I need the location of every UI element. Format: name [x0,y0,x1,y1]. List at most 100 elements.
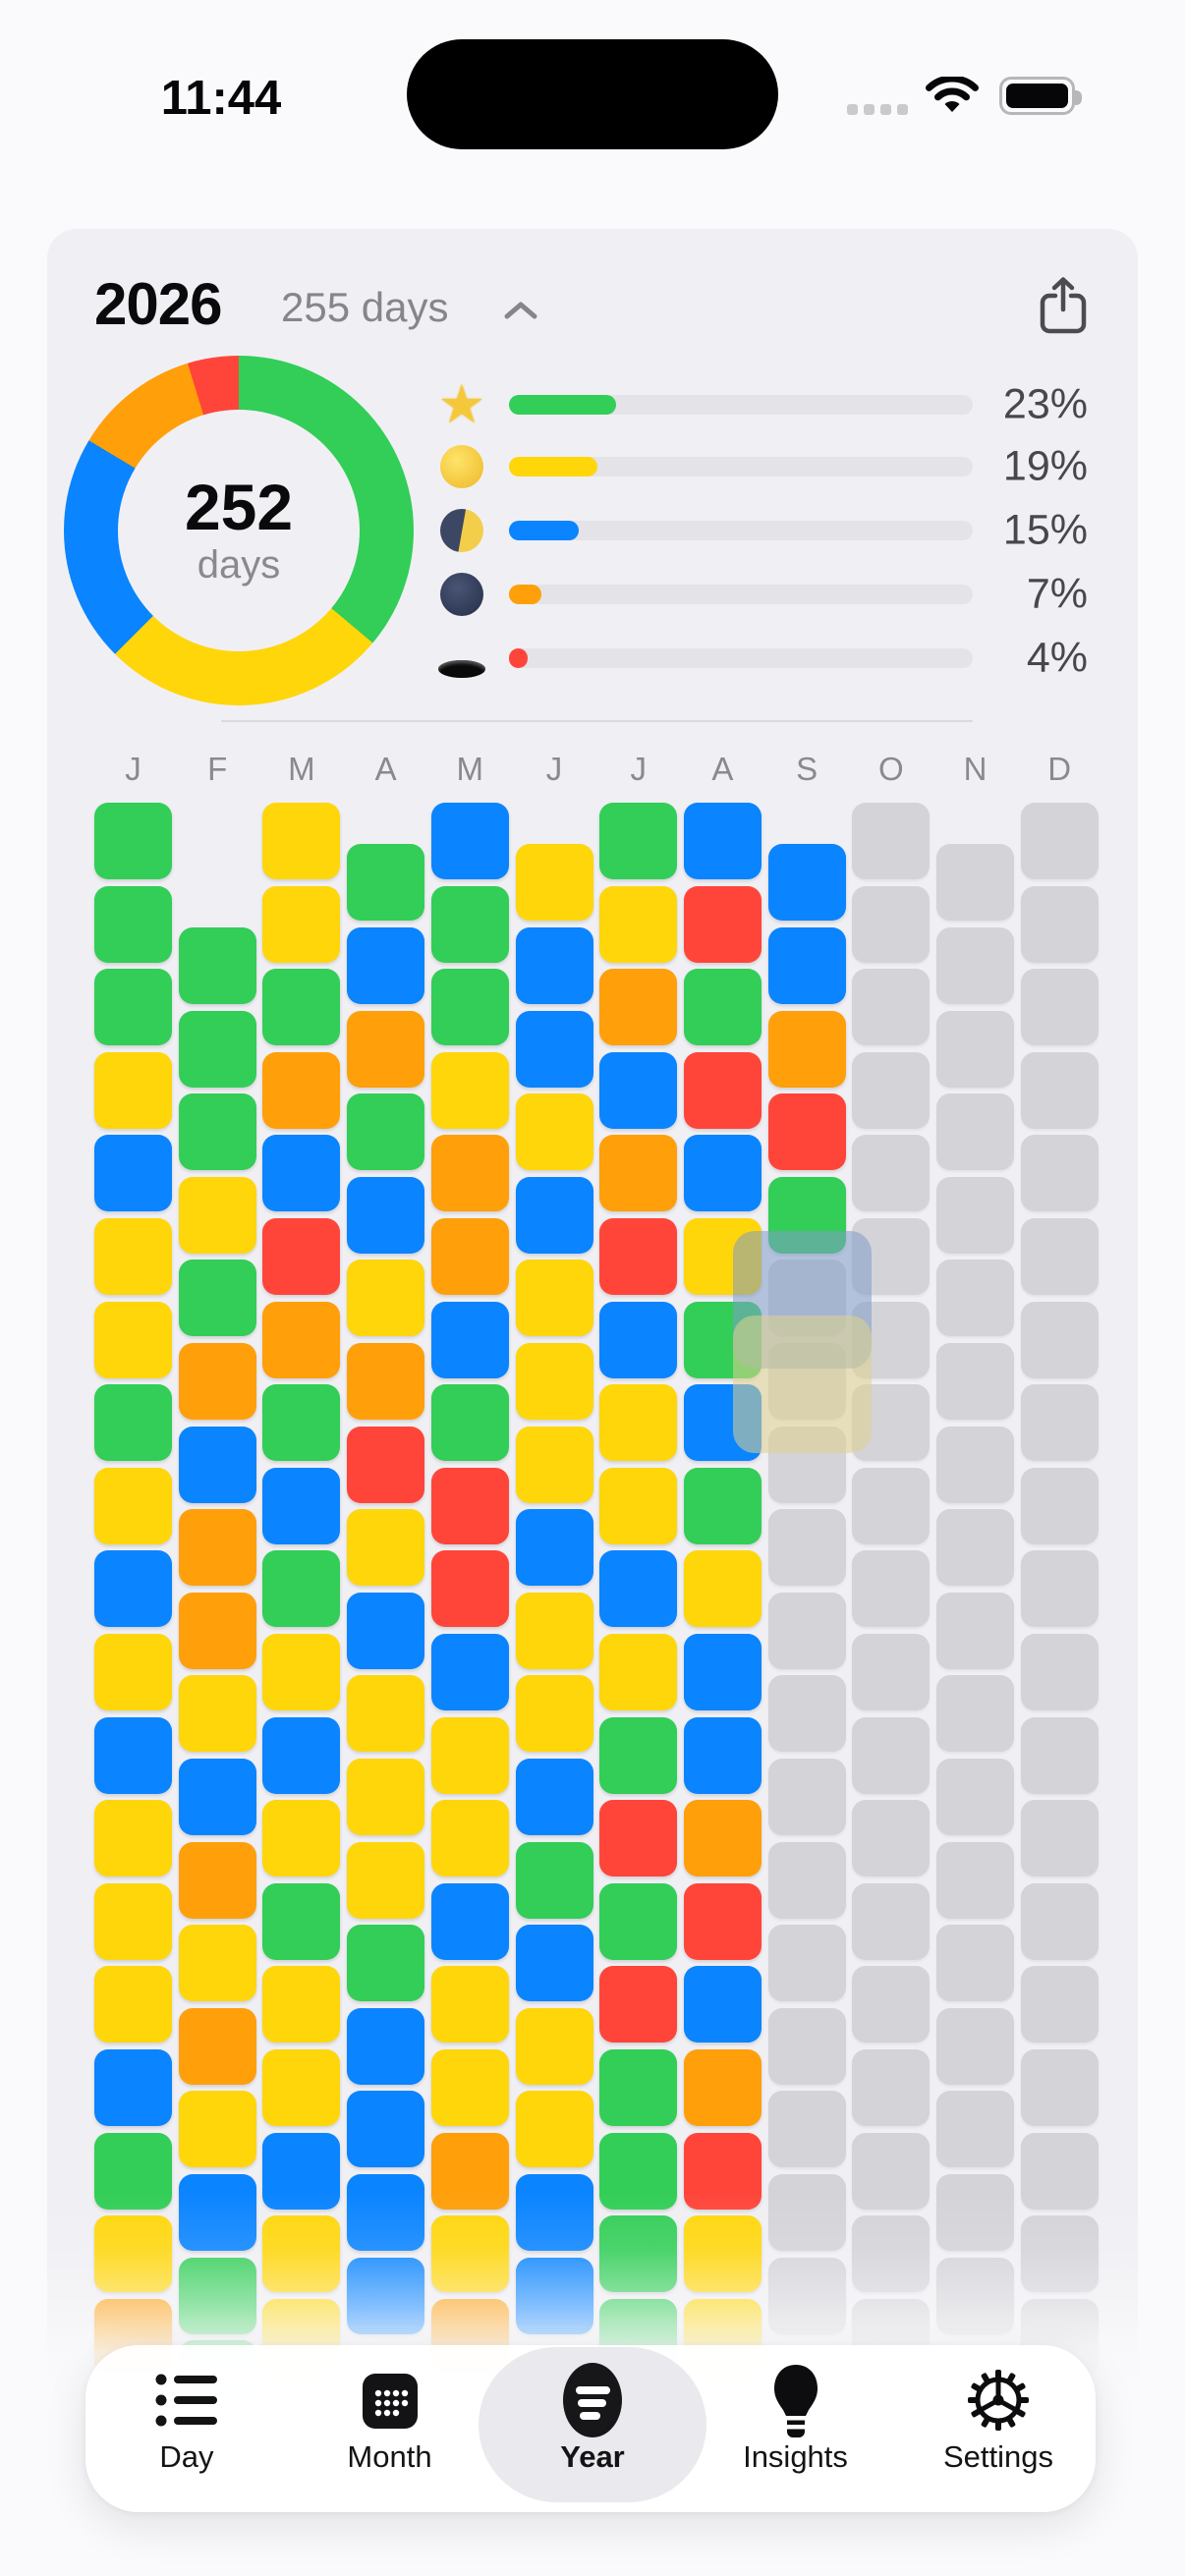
pixel-cell[interactable] [347,1426,425,1503]
pixel-cell[interactable] [178,2007,256,2085]
pixel-cell[interactable] [347,1342,425,1420]
pixel-cell[interactable] [178,1426,256,1503]
pixel-cell[interactable] [683,1800,762,1877]
pixel-cell[interactable] [515,1342,593,1420]
pixel-cell[interactable] [1020,1966,1099,2044]
pixel-cell[interactable] [94,1634,172,1710]
pixel-cell[interactable] [430,1882,509,1960]
pixel-cell[interactable] [94,1051,172,1129]
pixel-cell[interactable] [347,1675,425,1753]
pixel-cell[interactable] [683,1467,762,1544]
pixel-cell[interactable] [262,885,341,963]
pixel-cell[interactable] [94,803,172,879]
pixel-cell[interactable] [683,1716,762,1794]
pixel-cell[interactable] [515,1841,593,1919]
pixel-cell[interactable] [262,1218,341,1295]
popover-yellow-tint[interactable] [733,1316,872,1453]
pixel-cell[interactable] [852,885,931,963]
pixel-cell[interactable] [178,1675,256,1753]
tab-day[interactable]: Day [85,2345,288,2512]
pixel-cell[interactable] [94,1135,172,1212]
pixel-cell[interactable] [347,1093,425,1171]
pixel-cell[interactable] [1020,1301,1099,1378]
pixel-cell[interactable] [347,1260,425,1337]
pixel-cell[interactable] [347,844,425,922]
pixel-cell[interactable] [852,1800,931,1877]
pixel-cell[interactable] [347,1758,425,1835]
pixel-cell[interactable] [852,1716,931,1794]
pixel-cell[interactable] [599,1384,678,1462]
pixel-cell[interactable] [767,1758,846,1835]
pixel-cell[interactable] [94,969,172,1046]
pixel-cell[interactable] [599,1882,678,1960]
pixel-cell[interactable] [94,1550,172,1628]
pixel-cell[interactable] [599,1135,678,1212]
pixel-cell[interactable] [347,1509,425,1587]
pixel-cell[interactable] [1020,1634,1099,1710]
pixel-cell[interactable] [767,1841,846,1919]
pixel-cell[interactable] [1020,969,1099,1046]
pixel-cell[interactable] [515,1093,593,1171]
pixel-cell[interactable] [599,1467,678,1544]
pixel-cell[interactable] [515,1426,593,1503]
pixel-cell[interactable] [1020,1716,1099,1794]
pixel-cell[interactable] [599,1966,678,2044]
pixel-cell[interactable] [1020,1135,1099,1212]
pixel-cell[interactable] [430,1135,509,1212]
pixel-cell[interactable] [515,844,593,922]
pixel-cell[interactable] [515,926,593,1004]
pixel-cell[interactable] [430,885,509,963]
pixel-cell[interactable] [94,1716,172,1794]
pixel-cell[interactable] [262,803,341,879]
pixel-cell[interactable] [94,1800,172,1877]
pixel-cell[interactable] [262,1800,341,1877]
pixel-cell[interactable] [347,1841,425,1919]
pixel-cell[interactable] [852,2049,931,2126]
pixel-cell[interactable] [262,969,341,1046]
pixel-cell[interactable] [936,1841,1014,1919]
pixel-cell[interactable] [430,1384,509,1462]
pixel-cell[interactable] [347,926,425,1004]
pixel-cell[interactable] [599,1716,678,1794]
pixel-cell[interactable] [1020,803,1099,879]
share-button[interactable] [1038,276,1089,335]
pixel-cell[interactable] [767,1093,846,1171]
pixel-cell[interactable] [94,1301,172,1378]
pixel-cell[interactable] [178,1342,256,1420]
pixel-cell[interactable] [852,1135,931,1212]
pixel-cell[interactable] [599,1634,678,1710]
pixel-cell[interactable] [515,1592,593,1669]
pixel-cell[interactable] [683,1051,762,1129]
pixel-cell[interactable] [430,1550,509,1628]
pixel-cell[interactable] [1020,1882,1099,1960]
pixel-cell[interactable] [515,2007,593,2085]
pixel-cell[interactable] [347,1592,425,1669]
pixel-cell[interactable] [178,2091,256,2168]
pixel-cell[interactable] [430,1218,509,1295]
pixel-cell[interactable] [599,1218,678,1295]
pixel-cell[interactable] [347,2091,425,2168]
pixel-cell[interactable] [430,1716,509,1794]
pixel-cell[interactable] [936,1509,1014,1587]
pixel-cell[interactable] [178,1758,256,1835]
pixel-cell[interactable] [936,1592,1014,1669]
pixel-cell[interactable] [1020,1051,1099,1129]
pixel-cell[interactable] [599,1301,678,1378]
pixel-cell[interactable] [178,1592,256,1669]
pixel-cell[interactable] [936,1758,1014,1835]
pixel-cell[interactable] [767,2007,846,2085]
pixel-cell[interactable] [936,844,1014,922]
pixel-cell[interactable] [852,969,931,1046]
pixel-cell[interactable] [94,1218,172,1295]
pixel-cell[interactable] [94,1882,172,1960]
pixel-cell[interactable] [515,1176,593,1254]
pixel-cell[interactable] [599,885,678,963]
pixel-cell[interactable] [852,803,931,879]
pixel-cell[interactable] [683,1882,762,1960]
pixel-cell[interactable] [683,1966,762,2044]
pixel-cell[interactable] [852,1882,931,1960]
pixel-cell[interactable] [430,1467,509,1544]
pixel-cell[interactable] [683,969,762,1046]
pixel-cell[interactable] [683,1550,762,1628]
chevron-up-icon[interactable] [501,300,540,328]
